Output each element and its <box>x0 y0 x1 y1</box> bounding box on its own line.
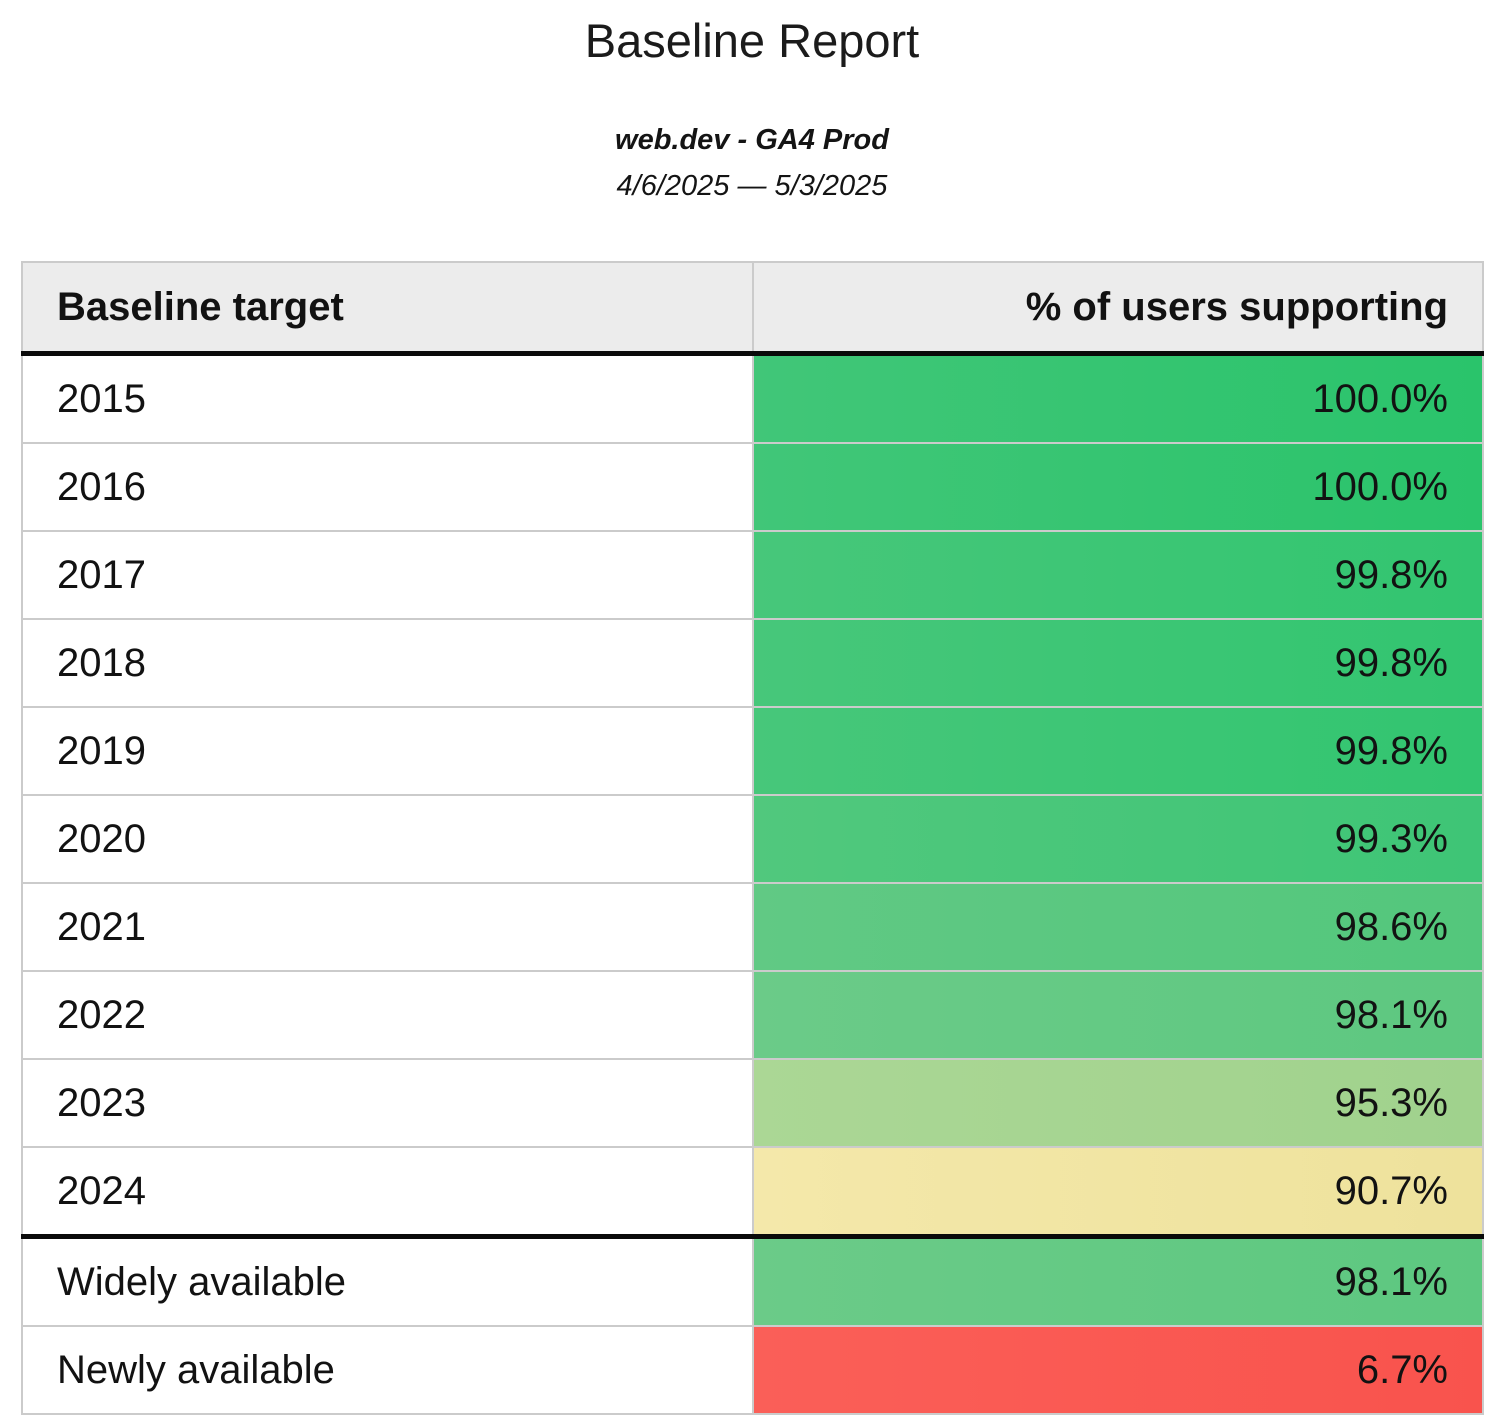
support-percentage-cell: 98.1% <box>751 1234 1484 1328</box>
support-percentage-cell: 99.3% <box>751 794 1484 885</box>
table-row: 2017 99.8% <box>21 530 1484 621</box>
table-row: 2020 99.3% <box>21 794 1484 885</box>
table-row: 2024 90.7% <box>21 1146 1484 1238</box>
page-title: Baseline Report <box>584 14 920 67</box>
table-row: Widely available 98.1% <box>21 1234 1484 1328</box>
baseline-target-cell: 2020 <box>21 794 754 885</box>
table-header-row: Baseline target % of users supporting <box>21 261 1484 357</box>
baseline-target-cell: Newly available <box>21 1325 754 1416</box>
table-row: 2019 99.8% <box>21 706 1484 797</box>
column-header-baseline-target: Baseline target <box>21 261 754 357</box>
table-row: 2022 98.1% <box>21 970 1484 1061</box>
table-row: 2016 100.0% <box>21 442 1484 533</box>
support-percentage-cell: 90.7% <box>751 1146 1484 1238</box>
support-percentage-cell: 98.6% <box>751 882 1484 973</box>
baseline-target-cell: 2024 <box>21 1146 754 1238</box>
baseline-target-cell: 2015 <box>21 352 754 445</box>
baseline-target-cell: 2017 <box>21 530 754 621</box>
report-date-range: 4/6/2025 — 5/3/2025 <box>616 170 888 203</box>
support-percentage-cell: 6.7% <box>751 1325 1484 1416</box>
support-percentage-cell: 99.8% <box>751 618 1484 709</box>
baseline-target-cell: 2023 <box>21 1058 754 1149</box>
report-subtitle: web.dev - GA4 Prod <box>615 124 889 157</box>
support-percentage-cell: 99.8% <box>751 530 1484 621</box>
support-percentage-cell: 100.0% <box>751 352 1484 445</box>
table-row: 2015 100.0% <box>21 352 1484 445</box>
baseline-target-cell: 2016 <box>21 442 754 533</box>
baseline-table: Baseline target % of users supporting 20… <box>21 261 1484 1416</box>
column-header-percent-supporting: % of users supporting <box>751 261 1484 357</box>
table-row: Newly available 6.7% <box>21 1325 1484 1416</box>
support-percentage-cell: 98.1% <box>751 970 1484 1061</box>
table-row: 2021 98.6% <box>21 882 1484 973</box>
support-percentage-cell: 95.3% <box>751 1058 1484 1149</box>
baseline-target-cell: 2022 <box>21 970 754 1061</box>
support-percentage-cell: 99.8% <box>751 706 1484 797</box>
table-row: 2018 99.8% <box>21 618 1484 709</box>
support-percentage-cell: 100.0% <box>751 442 1484 533</box>
baseline-target-cell: 2019 <box>21 706 754 797</box>
baseline-target-cell: 2018 <box>21 618 754 709</box>
baseline-target-cell: 2021 <box>21 882 754 973</box>
baseline-target-cell: Widely available <box>21 1234 754 1328</box>
table-row: 2023 95.3% <box>21 1058 1484 1149</box>
